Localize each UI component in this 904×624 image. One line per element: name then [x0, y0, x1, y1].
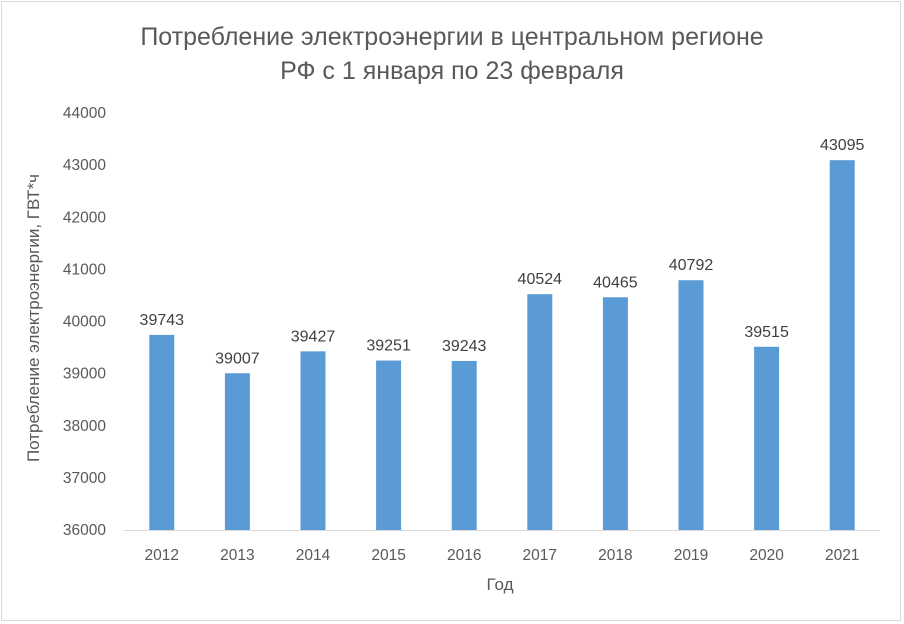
data-label: 39427: [291, 328, 336, 345]
x-tick-label: 2013: [220, 547, 254, 564]
y-tick-label: 43000: [63, 157, 106, 174]
data-label: 39515: [744, 324, 789, 341]
y-tick-label: 42000: [63, 209, 106, 226]
bar: [149, 334, 175, 530]
y-tick-label: 44000: [63, 105, 106, 122]
x-tick-label: 2016: [447, 547, 481, 564]
bar: [376, 360, 402, 530]
y-tick-label: 40000: [63, 314, 106, 331]
x-tick-label: 2020: [749, 547, 784, 564]
chart-title-line-2: РФ с 1 января по 23 февраля: [280, 57, 624, 85]
x-tick-label: 2012: [145, 547, 179, 564]
y-tick-label: 38000: [63, 418, 106, 435]
bar: [678, 280, 704, 530]
bar: [451, 360, 477, 530]
chart-title: Потребление электроэнергии в центральном…: [0, 20, 904, 88]
x-tick-label: 2015: [371, 547, 405, 564]
data-label: 40792: [669, 257, 714, 274]
x-tick-label: 2019: [674, 547, 708, 564]
data-label: 39251: [366, 338, 411, 355]
bar: [527, 294, 553, 530]
data-label: 39243: [442, 338, 487, 355]
data-label: 39743: [140, 312, 185, 329]
data-label: 43095: [820, 137, 865, 154]
x-tick-label: 2021: [825, 547, 859, 564]
bar: [224, 373, 250, 530]
y-tick-label: 39000: [63, 366, 106, 383]
data-label: 40465: [593, 274, 638, 291]
data-label: 39007: [215, 350, 260, 367]
bar: [602, 297, 628, 530]
x-tick-label: 2014: [296, 547, 331, 564]
bar: [829, 160, 855, 530]
data-label: 40524: [518, 271, 563, 288]
x-tick-label: 2017: [523, 547, 557, 564]
bar: [300, 351, 326, 530]
x-axis-label: Год: [486, 575, 514, 594]
x-tick-label: 2018: [598, 547, 632, 564]
y-tick-label: 37000: [63, 470, 106, 487]
bar: [754, 346, 780, 530]
chart-title-line-1: Потребление электроэнергии в центральном…: [140, 23, 764, 51]
y-tick-label: 41000: [63, 261, 106, 278]
y-tick-label: 36000: [63, 522, 106, 539]
